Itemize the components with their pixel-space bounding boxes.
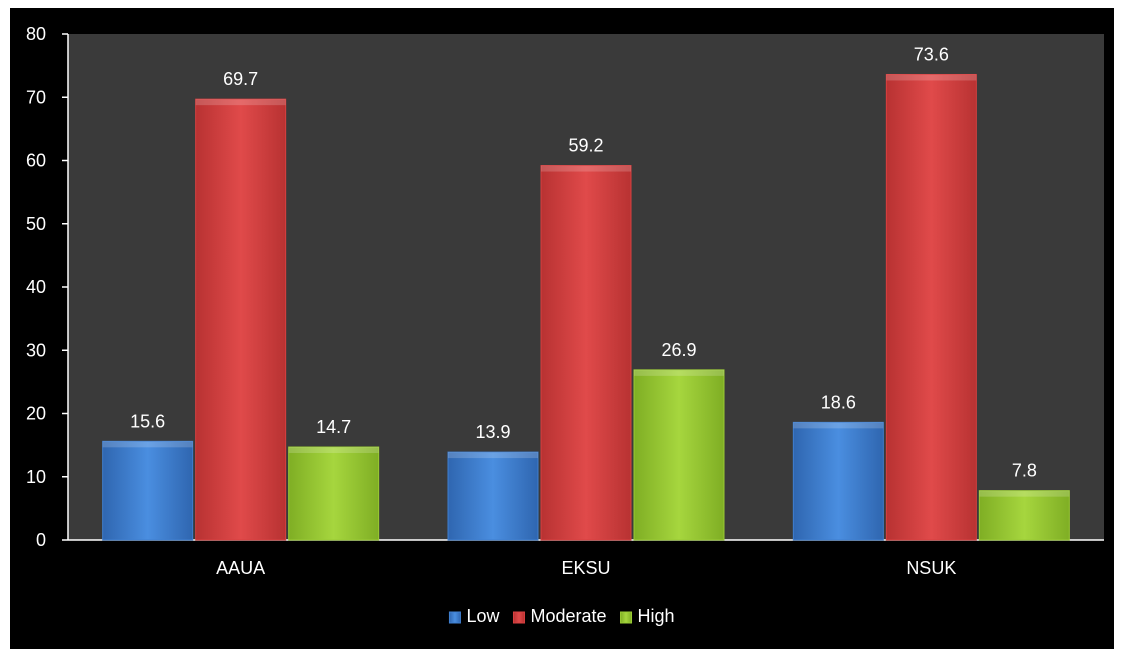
- bar-low-nsuk: [792, 421, 884, 541]
- data-label: 18.6: [821, 392, 856, 412]
- data-label: 15.6: [130, 411, 165, 431]
- y-tick-label: 10: [26, 467, 46, 487]
- bar-highlight: [448, 452, 538, 459]
- legend-swatch-high: [620, 611, 633, 624]
- bar-high-aaua: [288, 446, 380, 541]
- bar-highlight: [195, 99, 286, 106]
- data-label: 69.7: [223, 69, 258, 89]
- bar-highlight: [793, 422, 884, 429]
- bar-highlight: [102, 441, 193, 448]
- x-tick-label: NSUK: [906, 558, 956, 578]
- bar-highlight: [288, 447, 379, 454]
- bar-moderate-eksu: [540, 165, 632, 541]
- x-axis: AAUA EKSU NSUK: [216, 558, 956, 578]
- x-tick-label: EKSU: [561, 558, 610, 578]
- y-tick-label: 0: [36, 530, 46, 550]
- y-tick-label: 20: [26, 404, 46, 424]
- x-tick-label: AAUA: [216, 558, 265, 578]
- y-tick-label: 50: [26, 214, 46, 234]
- y-tick-label: 30: [26, 340, 46, 360]
- bar-highlight: [541, 165, 631, 172]
- legend: Low Moderate High: [448, 606, 675, 626]
- bars: 15.6 69.7 14.7 13.9 59.2 26.9 18.6 73.6 7.8: [102, 44, 1070, 541]
- y-tick-label: 70: [26, 87, 46, 107]
- bar-low-eksu: [447, 451, 539, 541]
- bar-moderate-nsuk: [885, 73, 977, 541]
- data-label: 26.9: [661, 340, 696, 360]
- legend-label-moderate: Moderate: [530, 606, 606, 626]
- bar-chart: 0 10 20 30 40 50 60 70 80 15.6 69.7 14.7 13.9 59.2 26…: [26, 24, 1104, 626]
- legend-label-high: High: [638, 606, 675, 626]
- chart-frame: 0 10 20 30 40 50 60 70 80 15.6 69.7 14.7 13.9 59.2 26…: [10, 8, 1114, 649]
- data-label: 7.8: [1012, 461, 1037, 481]
- bar-highlight: [979, 490, 1070, 497]
- legend-label-low: Low: [466, 606, 500, 626]
- bar-low-aaua: [102, 440, 194, 541]
- bar-moderate-aaua: [195, 98, 287, 541]
- data-label: 13.9: [475, 422, 510, 442]
- bar-highlight: [634, 369, 724, 376]
- legend-swatch-low: [448, 611, 461, 624]
- bar-high-nsuk: [978, 490, 1070, 541]
- y-tick-label: 60: [26, 151, 46, 171]
- data-label: 59.2: [568, 136, 603, 156]
- y-tick-label: 80: [26, 24, 46, 44]
- bar-high-eksu: [633, 369, 725, 541]
- bar-highlight: [886, 74, 977, 81]
- data-label: 73.6: [914, 44, 949, 64]
- data-label: 14.7: [316, 417, 351, 437]
- y-tick-label: 40: [26, 277, 46, 297]
- legend-swatch-moderate: [512, 611, 525, 624]
